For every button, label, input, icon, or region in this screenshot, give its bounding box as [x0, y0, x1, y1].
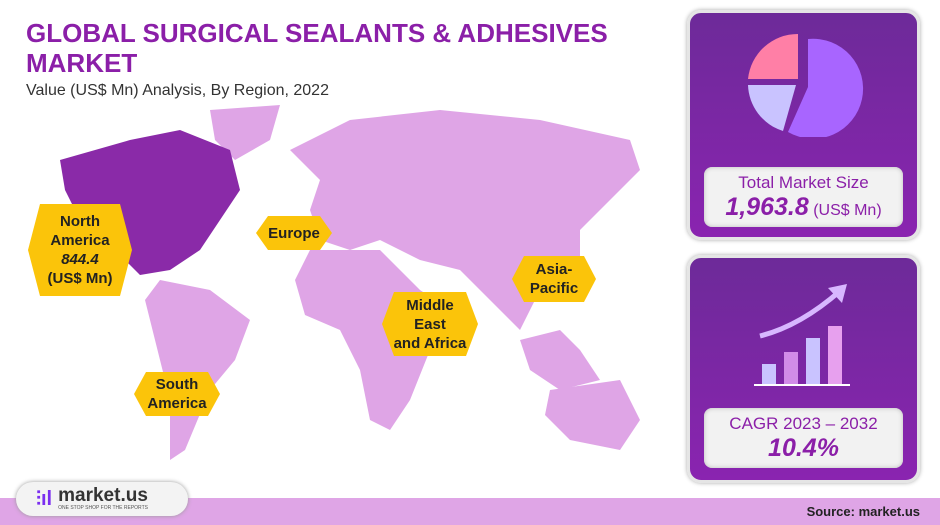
- pie-chart-icon: [748, 33, 864, 137]
- map-greenland: [210, 105, 280, 160]
- region-name: America: [147, 395, 207, 412]
- region-label-asia-pacific: Asia- Pacific: [512, 256, 596, 302]
- market-size-unit: (US$ Mn): [813, 202, 882, 219]
- logo-icon: ⫶ıl: [36, 487, 53, 510]
- region-name: East: [414, 315, 446, 333]
- region-name: Middle: [406, 296, 454, 314]
- region-name: America: [50, 232, 110, 249]
- logo-text: market.us: [58, 485, 148, 506]
- market-us-logo: ⫶ıl market.us ONE STOP SHOP FOR THE REPO…: [16, 482, 188, 516]
- market-size-card: Total Market Size 1,963.8 (US$ Mn): [687, 10, 920, 240]
- region-unit: (US$ Mn): [47, 270, 113, 287]
- page-title: GLOBAL SURGICAL SEALANTS & ADHESIVES MAR…: [26, 18, 608, 78]
- growth-chart-icon: [754, 284, 850, 386]
- map-southeast-asia: [520, 330, 600, 390]
- market-size-box: Total Market Size 1,963.8 (US$ Mn): [704, 167, 903, 227]
- logo-tagline: ONE STOP SHOP FOR THE REPORTS: [58, 505, 148, 511]
- region-value: 844.4: [61, 251, 99, 268]
- region-label-north-america: North America 844.4 (US$ Mn): [28, 204, 132, 296]
- region-label-europe: Europe: [256, 216, 332, 250]
- source-text: Source: market.us: [806, 504, 920, 519]
- region-label-mea: Middle East and Africa: [382, 292, 478, 356]
- map-south-america: [145, 280, 250, 460]
- cagr-value: 10.4%: [768, 434, 839, 462]
- region-name: South: [155, 376, 199, 393]
- cagr-label: CAGR 2023 – 2032: [729, 414, 878, 433]
- region-name: and Africa: [393, 334, 467, 352]
- market-size-label: Total Market Size: [738, 173, 869, 192]
- region-label-south-america: South America: [134, 372, 220, 416]
- market-size-value: 1,963.8: [725, 193, 809, 221]
- page-subtitle: Value (US$ Mn) Analysis, By Region, 2022: [26, 82, 329, 99]
- region-name: North: [60, 213, 100, 230]
- region-name: Pacific: [529, 280, 579, 297]
- cagr-box: CAGR 2023 – 2032 10.4%: [704, 408, 903, 468]
- region-name: Asia-: [535, 261, 573, 278]
- cagr-card: CAGR 2023 – 2032 10.4%: [687, 255, 920, 483]
- region-name: Europe: [268, 224, 320, 242]
- map-australia: [545, 380, 640, 450]
